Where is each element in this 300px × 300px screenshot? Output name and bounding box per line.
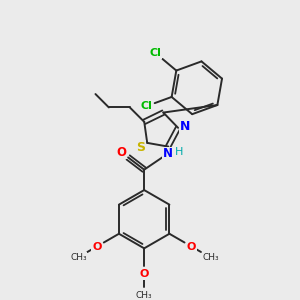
Text: Cl: Cl bbox=[150, 48, 162, 58]
Text: Cl: Cl bbox=[140, 101, 152, 111]
Text: O: O bbox=[117, 146, 127, 159]
Text: CH₃: CH₃ bbox=[136, 291, 152, 300]
Text: O: O bbox=[187, 242, 196, 252]
Text: CH₃: CH₃ bbox=[202, 253, 219, 262]
Text: H: H bbox=[175, 147, 183, 157]
Text: N: N bbox=[180, 120, 190, 133]
Text: S: S bbox=[136, 141, 145, 154]
Text: N: N bbox=[163, 147, 172, 161]
Text: O: O bbox=[140, 269, 149, 279]
Text: CH₃: CH₃ bbox=[70, 253, 87, 262]
Text: O: O bbox=[92, 242, 101, 252]
